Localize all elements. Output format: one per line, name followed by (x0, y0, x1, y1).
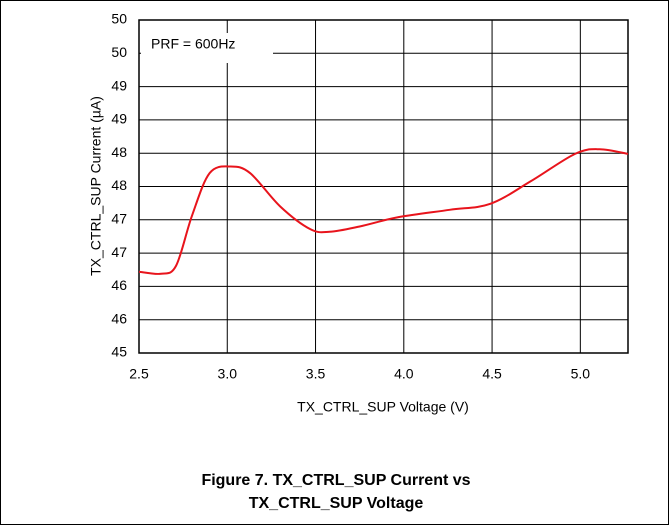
x-tick-label: 4.0 (394, 366, 414, 382)
y-tick-label: 50 (111, 44, 127, 60)
y-tick-label: 48 (111, 177, 127, 193)
figure-caption: Figure 7. TX_CTRL_SUP Current vs TX_CTRL… (201, 472, 471, 512)
x-axis-label: TX_CTRL_SUP Voltage (V) (297, 399, 469, 415)
plot-frame (138, 19, 629, 354)
y-tick-label: 48 (111, 144, 127, 160)
y-tick-label: 46 (111, 310, 127, 326)
y-tick-label: 47 (111, 244, 127, 260)
annotation-box (141, 33, 273, 63)
x-tick-label: 3.0 (218, 366, 238, 382)
chart: PRF = 600Hz TX_CTRL_SUP Voltage (V) TX_C… (88, 11, 629, 415)
y-tick-label: 47 (111, 211, 127, 227)
x-tick-label: 4.5 (482, 366, 502, 382)
x-tick-label: 2.5 (129, 366, 149, 382)
annotation: PRF = 600Hz (151, 36, 235, 52)
y-axis-label: TX_CTRL_SUP Current (µA) (88, 96, 104, 276)
x-tick-label: 3.5 (306, 366, 326, 382)
y-tick-label: 46 (111, 277, 127, 293)
data-line (138, 148, 629, 275)
y-tick-label: 49 (111, 111, 127, 127)
x-tick-label: 5.0 (571, 366, 591, 382)
y-tick-label: 49 (111, 77, 127, 93)
y-tick-label: 50 (111, 11, 127, 27)
y-tick-label: 45 (111, 344, 127, 360)
